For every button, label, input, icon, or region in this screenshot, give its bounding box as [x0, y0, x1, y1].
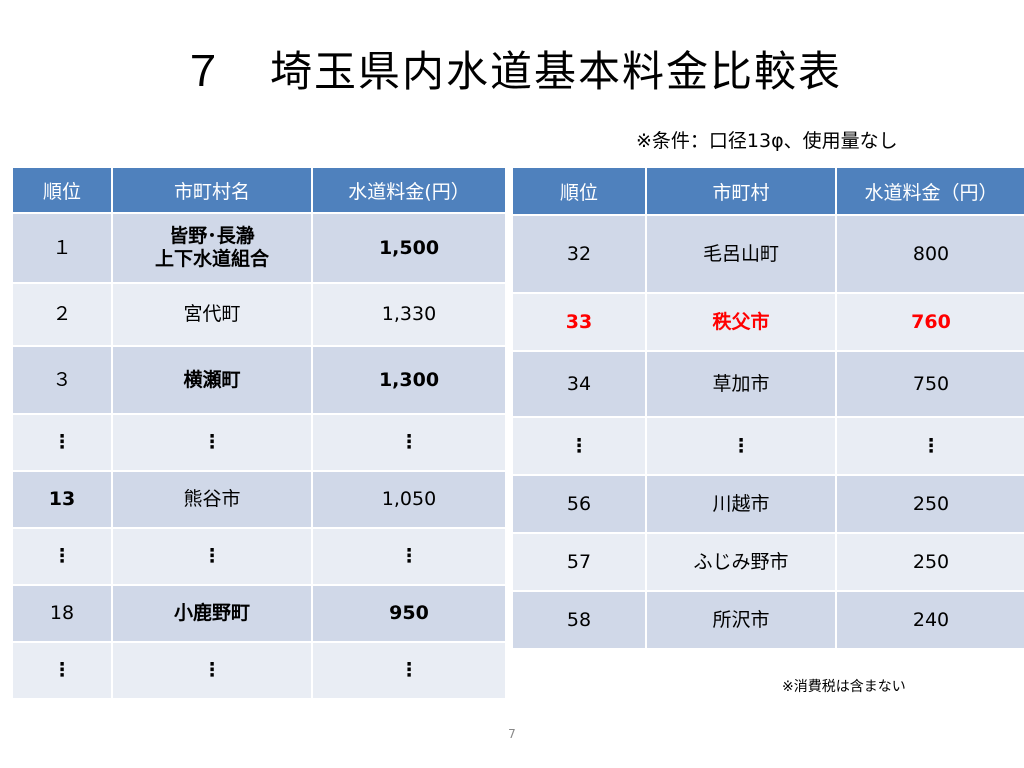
ellipsis-cell: ⋮	[111, 527, 313, 586]
rank-cell: ２	[11, 282, 113, 347]
ellipsis-cell: ⋮	[111, 413, 313, 472]
page-number: 7	[508, 727, 516, 741]
table-row: 34 草加市 750	[511, 350, 1024, 418]
table-row: ３ 横瀬町 1,300	[11, 345, 507, 415]
fee-cell: 1,050	[311, 470, 507, 529]
slide-title: ７ 埼玉県内水道基本料金比較表	[181, 47, 842, 96]
ellipsis-cell: ⋮	[11, 641, 113, 700]
rank-cell: 57	[511, 532, 647, 592]
fee-cell: 750	[835, 350, 1024, 418]
ellipsis-cell: ⋮	[311, 641, 507, 700]
right-ranking-table: 順位 市町村 水道料金（円） 32 毛呂山町 800 33 秩父市 760 34…	[511, 166, 1024, 650]
header-water-fee: 水道料金（円）	[835, 166, 1024, 216]
ellipsis-cell: ⋮	[11, 413, 113, 472]
ellipsis-cell: ⋮	[11, 527, 113, 586]
municipality-cell: 草加市	[645, 350, 837, 418]
fee-cell: 250	[835, 532, 1024, 592]
municipality-cell: 熊谷市	[111, 470, 313, 529]
fee-cell: 1,330	[311, 282, 507, 347]
ellipsis-cell: ⋮	[835, 416, 1024, 476]
header-municipality: 市町村	[645, 166, 837, 216]
rank-cell: 56	[511, 474, 647, 534]
fee-cell: 760	[835, 292, 1024, 352]
header-municipality: 市町村名	[111, 166, 313, 214]
municipality-cell: ふじみ野市	[645, 532, 837, 592]
rank-cell: 34	[511, 350, 647, 418]
municipality-cell: 秩父市	[645, 292, 837, 352]
municipality-cell: 毛呂山町	[645, 214, 837, 294]
table-header-row: 順位 市町村名 水道料金(円）	[11, 166, 507, 214]
table-row: 32 毛呂山町 800	[511, 214, 1024, 294]
header-rank: 順位	[511, 166, 647, 216]
table-row: 58 所沢市 240	[511, 590, 1024, 650]
municipality-cell: 横瀬町	[111, 345, 313, 415]
municipality-cell: 川越市	[645, 474, 837, 534]
table-row: 57 ふじみ野市 250	[511, 532, 1024, 592]
municipality-cell: 所沢市	[645, 590, 837, 650]
rank-cell: １	[11, 212, 113, 284]
fee-cell: 800	[835, 214, 1024, 294]
ellipsis-cell: ⋮	[111, 641, 313, 700]
table-row: 56 川越市 250	[511, 474, 1024, 534]
fee-cell: 250	[835, 474, 1024, 534]
fee-cell: 1,300	[311, 345, 507, 415]
table-header-row: 順位 市町村 水道料金（円）	[511, 166, 1024, 216]
table-row: １ 皆野･長瀞 上下水道組合 1,500	[11, 212, 507, 284]
fee-cell: 950	[311, 584, 507, 643]
municipality-cell: 小鹿野町	[111, 584, 313, 643]
fee-cell: 240	[835, 590, 1024, 650]
ellipsis-cell: ⋮	[645, 416, 837, 476]
fee-cell: 1,500	[311, 212, 507, 284]
rank-cell: 58	[511, 590, 647, 650]
table-row: ２ 宮代町 1,330	[11, 282, 507, 347]
highlighted-row: 33 秩父市 760	[511, 292, 1024, 352]
left-ranking-table: 順位 市町村名 水道料金(円） １ 皆野･長瀞 上下水道組合 1,500 ２ 宮…	[11, 166, 507, 700]
table-row: ⋮ ⋮ ⋮	[11, 527, 507, 586]
ellipsis-cell: ⋮	[511, 416, 647, 476]
table-row: 13 熊谷市 1,050	[11, 470, 507, 529]
rank-cell: 18	[11, 584, 113, 643]
rank-cell: 33	[511, 292, 647, 352]
table-row: 18 小鹿野町 950	[11, 584, 507, 643]
tax-note: ※消費税は含まない	[782, 679, 906, 695]
ellipsis-cell: ⋮	[311, 413, 507, 472]
header-water-fee: 水道料金(円）	[311, 166, 507, 214]
condition-text: ※条件：口径13φ、使用量なし	[636, 130, 898, 152]
table-row: ⋮ ⋮ ⋮	[11, 413, 507, 472]
rank-cell: ３	[11, 345, 113, 415]
municipality-cell: 皆野･長瀞 上下水道組合	[111, 212, 313, 284]
table-row: ⋮ ⋮ ⋮	[11, 641, 507, 700]
rank-cell: 32	[511, 214, 647, 294]
header-rank: 順位	[11, 166, 113, 214]
table-row: ⋮ ⋮ ⋮	[511, 416, 1024, 476]
ellipsis-cell: ⋮	[311, 527, 507, 586]
rank-cell: 13	[11, 470, 113, 529]
municipality-cell: 宮代町	[111, 282, 313, 347]
